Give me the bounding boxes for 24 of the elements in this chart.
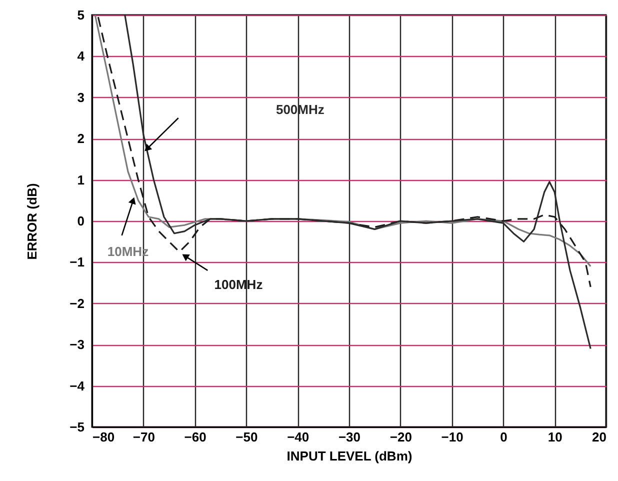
y-tick-label: −1 xyxy=(70,254,84,270)
x-tick-label: −60 xyxy=(184,430,206,444)
y-tick-label: −5 xyxy=(70,420,84,434)
x-tick-label: −70 xyxy=(132,430,155,444)
x-tick-label: −50 xyxy=(236,430,258,444)
x-tick-label: −20 xyxy=(390,430,412,444)
y-tick-label: −2 xyxy=(70,296,84,311)
y-tick-label: 5 xyxy=(77,8,84,22)
y-axis-title: ERROR (dB) xyxy=(24,183,40,260)
y-tick-label: −4 xyxy=(70,378,86,394)
x-tick-label: 20 xyxy=(592,430,606,444)
y-tick-label: 4 xyxy=(77,48,86,64)
x-axis-title: INPUT LEVEL (dBm) xyxy=(286,448,412,464)
x-tick-label: −30 xyxy=(338,430,361,444)
y-tick-label: −3 xyxy=(70,337,84,352)
x-tick-label: 0 xyxy=(500,430,508,444)
y-tick-label: 1 xyxy=(77,172,84,188)
x-tick-label: −40 xyxy=(287,430,310,444)
y-tick-label: 3 xyxy=(77,90,84,105)
y-tick-label: 2 xyxy=(77,131,84,146)
x-tick-label: −80 xyxy=(92,430,115,444)
y-tick-label: 0 xyxy=(77,214,84,228)
x-tick-label: −10 xyxy=(441,430,464,444)
x-tick-label: 10 xyxy=(548,430,562,444)
